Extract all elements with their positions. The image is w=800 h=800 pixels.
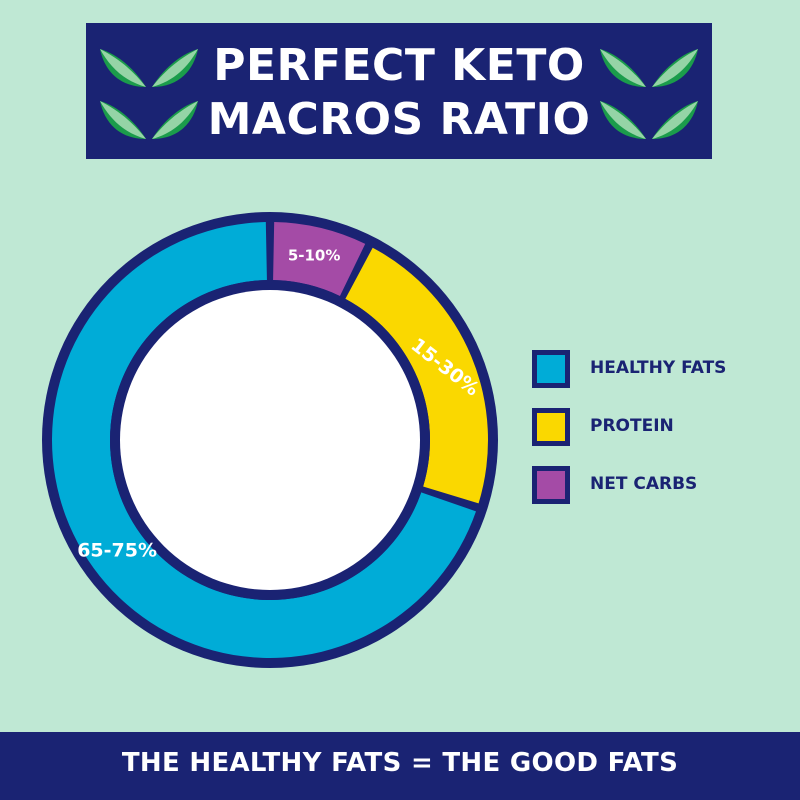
donut-chart: 5-10%15-30%65-75% bbox=[42, 212, 498, 668]
legend-item-healthy-fats: HEALTHY FATS bbox=[532, 350, 772, 396]
title-line-1: PERFECT KETO bbox=[213, 40, 585, 91]
chart-title: PERFECT KETO MACROS RATIO bbox=[86, 39, 712, 147]
legend-swatch-net-carbs bbox=[532, 466, 570, 504]
title-banner: PERFECT KETO MACROS RATIO bbox=[86, 23, 712, 159]
slices-group bbox=[51, 222, 488, 659]
footer-banner: THE HEALTHY FATS = THE GOOD FATS bbox=[0, 732, 800, 800]
legend-swatch-protein bbox=[532, 408, 570, 446]
leaf-sprout-icon bbox=[594, 35, 704, 147]
legend-item-net-carbs: NET CARBS bbox=[532, 466, 772, 512]
legend-label-healthy-fats: HEALTHY FATS bbox=[590, 358, 727, 378]
slice-protein bbox=[345, 247, 488, 504]
legend-label-net-carbs: NET CARBS bbox=[590, 474, 698, 494]
footer-text: THE HEALTHY FATS = THE GOOD FATS bbox=[121, 748, 679, 778]
leaf-sprout-icon bbox=[94, 35, 204, 147]
legend-label-protein: PROTEIN bbox=[590, 416, 674, 436]
data-label-net-carbs: 5-10% bbox=[288, 247, 341, 265]
slice-net-carbs bbox=[273, 222, 366, 297]
legend-item-protein: PROTEIN bbox=[532, 408, 772, 454]
donut-hole bbox=[120, 290, 420, 590]
legend-swatch-healthy-fats bbox=[532, 350, 570, 388]
title-line-2: MACROS RATIO bbox=[207, 94, 591, 145]
data-label-healthy-fats: 65-75% bbox=[77, 540, 157, 562]
